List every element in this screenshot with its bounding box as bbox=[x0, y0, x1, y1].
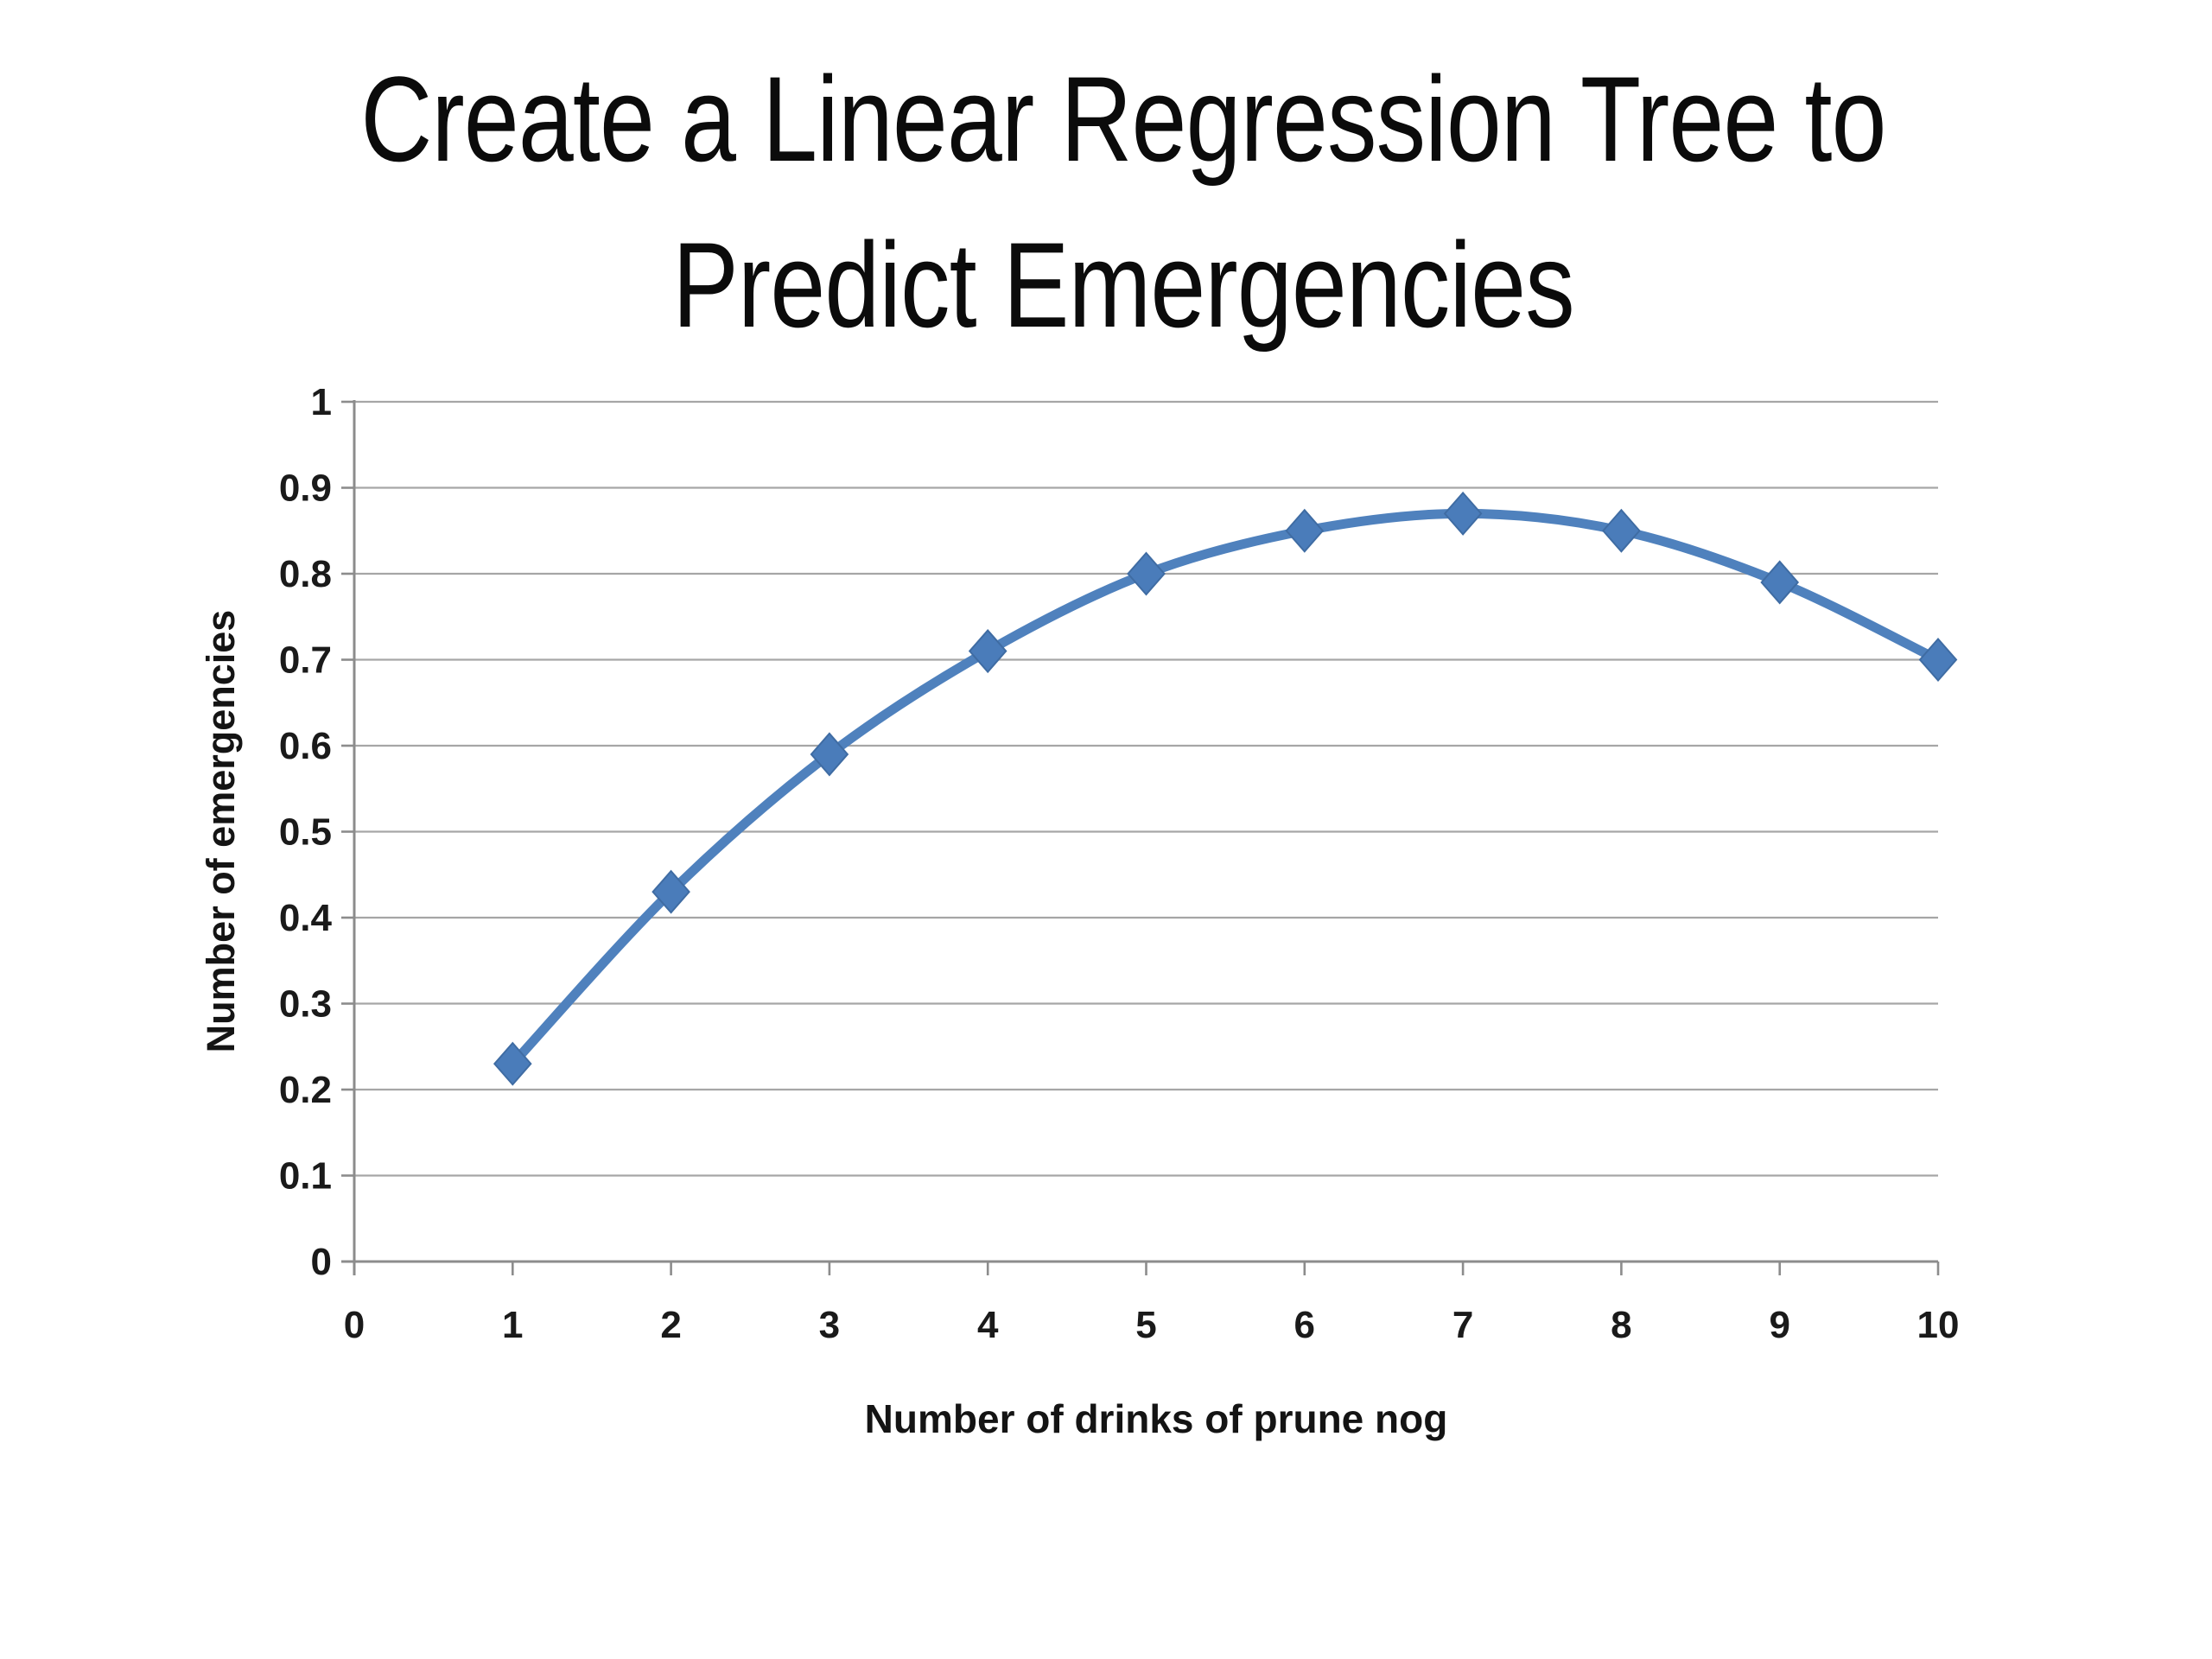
y-tick-label-0.8: 0.8 bbox=[279, 553, 332, 595]
x-tick-label-5: 5 bbox=[1135, 1304, 1156, 1346]
y-tick-label-0.1: 0.1 bbox=[279, 1155, 332, 1198]
data-point-marker-x9 bbox=[1760, 560, 1800, 605]
y-tick-label-0: 0 bbox=[311, 1241, 332, 1283]
y-tick-label-0.4: 0.4 bbox=[279, 897, 333, 939]
x-tick-label-0: 0 bbox=[344, 1304, 365, 1346]
data-point-marker-x7 bbox=[1443, 491, 1483, 536]
y-tick-label-0.5: 0.5 bbox=[279, 811, 332, 854]
data-point-marker-x2 bbox=[652, 869, 690, 914]
x-tick-label-9: 9 bbox=[1769, 1304, 1789, 1346]
x-tick-label-2: 2 bbox=[660, 1304, 681, 1346]
y-tick-label-0.2: 0.2 bbox=[279, 1069, 332, 1111]
data-point-marker-x1 bbox=[493, 1041, 532, 1086]
x-tick-label-10: 10 bbox=[1917, 1304, 1960, 1346]
y-tick-label-0.7: 0.7 bbox=[279, 639, 332, 682]
y-tick-label-0.6: 0.6 bbox=[279, 725, 332, 767]
x-tick-label-3: 3 bbox=[819, 1304, 840, 1346]
y-tick-label-0.9: 0.9 bbox=[279, 467, 332, 510]
x-axis-title: Number of drinks of prune nog bbox=[864, 1396, 1448, 1441]
data-point-marker-x10 bbox=[1918, 637, 1958, 683]
x-tick-label-6: 6 bbox=[1294, 1304, 1315, 1346]
data-point-marker-x5 bbox=[1127, 551, 1166, 596]
x-tick-label-1: 1 bbox=[502, 1304, 523, 1346]
y-axis-title: Number of emergencies bbox=[199, 609, 243, 1053]
y-tick-label-0.3: 0.3 bbox=[279, 983, 332, 1026]
slide-title-line-2: Predict Emergencies bbox=[672, 217, 1574, 353]
x-tick-label-8: 8 bbox=[1611, 1304, 1631, 1346]
slide-title-line-1: Create a Linear Regression Tree to bbox=[360, 51, 1886, 187]
data-point-marker-x8 bbox=[1602, 508, 1641, 553]
data-point-marker-x4 bbox=[968, 629, 1007, 674]
data-point-marker-x6 bbox=[1285, 508, 1325, 553]
y-tick-label-1: 1 bbox=[311, 381, 332, 423]
series-line bbox=[507, 508, 1943, 1069]
data-point-marker-x3 bbox=[810, 732, 849, 777]
x-tick-label-7: 7 bbox=[1452, 1304, 1473, 1346]
x-tick-label-4: 4 bbox=[977, 1304, 999, 1346]
slide-title: Create a Linear Regression Tree to Predi… bbox=[0, 36, 2212, 368]
